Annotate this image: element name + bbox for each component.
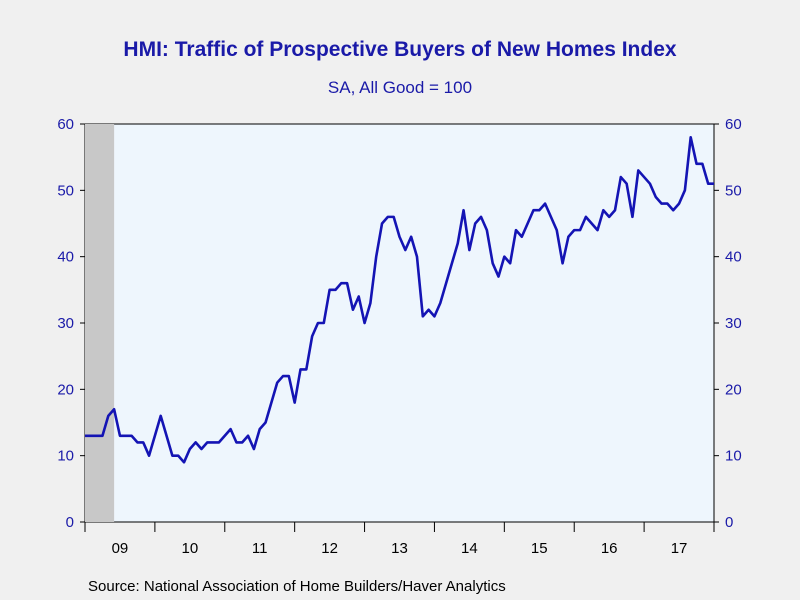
y-tick-label-right: 20 xyxy=(725,381,742,398)
y-tick-label-right: 30 xyxy=(725,315,742,332)
y-tick-label-left: 60 xyxy=(57,116,74,133)
y-tick-label-right: 0 xyxy=(725,514,733,531)
x-tick-label: 10 xyxy=(181,540,198,557)
y-tick-label-right: 50 xyxy=(725,182,742,199)
x-tick-label: 15 xyxy=(531,540,548,557)
x-tick-label: 17 xyxy=(671,540,688,557)
series-line xyxy=(85,135,714,464)
y-tick-label-right: 40 xyxy=(725,249,742,266)
source-note: Source: National Association of Home Bui… xyxy=(88,578,506,595)
plot-area xyxy=(84,123,715,523)
y-tick-label-left: 30 xyxy=(57,315,74,332)
x-tick-label: 13 xyxy=(391,540,408,557)
y-tick-label-left: 0 xyxy=(66,514,74,531)
y-tick-label-left: 10 xyxy=(57,448,74,465)
y-tick-label-right: 60 xyxy=(725,116,742,133)
x-tick-label: 11 xyxy=(252,540,268,557)
x-tick-label: 14 xyxy=(461,540,478,557)
recession-shade xyxy=(85,124,115,522)
y-tick-label-right: 10 xyxy=(725,448,742,465)
x-tick-label: 09 xyxy=(112,540,129,557)
chart-subtitle: SA, All Good = 100 xyxy=(327,78,473,97)
y-tick-label-left: 40 xyxy=(57,249,74,266)
y-tick-label-left: 50 xyxy=(57,182,74,199)
x-tick-label: 12 xyxy=(321,540,338,557)
y-tick-label-left: 20 xyxy=(57,381,74,398)
chart-title: HMI: Traffic of Prospective Buyers of Ne… xyxy=(123,38,677,61)
x-tick-label: 16 xyxy=(601,540,618,557)
